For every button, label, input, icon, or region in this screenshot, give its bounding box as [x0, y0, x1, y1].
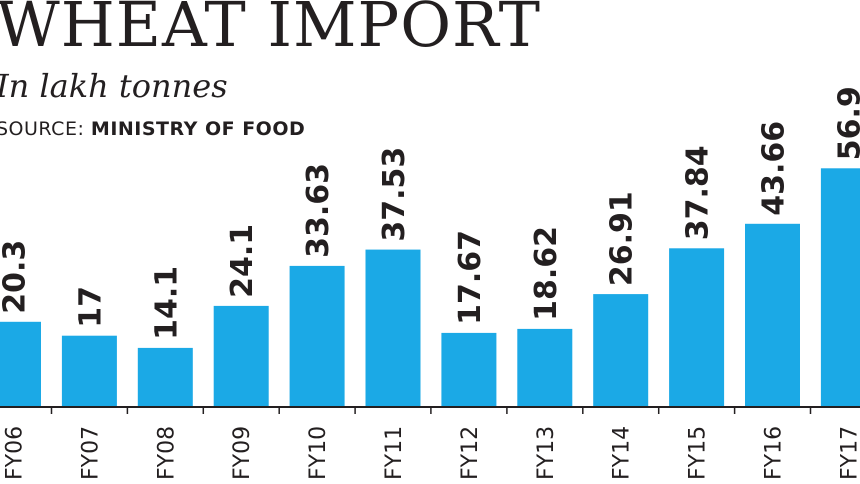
- category-label-fy11: FY11: [382, 426, 407, 480]
- source-label: SOURCE:: [0, 118, 85, 140]
- bar-fy07: [61, 335, 117, 407]
- bar-fy10: [289, 265, 345, 407]
- bar-fy09: [213, 305, 269, 407]
- value-label-fy17: 56.9: [832, 86, 860, 160]
- category-label-fy14: FY14: [610, 426, 635, 480]
- category-label-fy17: FY17: [837, 426, 860, 480]
- bar-fy11: [365, 249, 421, 407]
- category-label-fy13: FY13: [534, 426, 559, 480]
- source-value: MINISTRY OF FOOD: [90, 118, 306, 140]
- category-label-fy08: FY08: [154, 426, 179, 480]
- category-label-fy06: FY06: [3, 426, 28, 480]
- bar-fy15: [669, 248, 725, 407]
- bar-fy12: [441, 332, 497, 407]
- value-label-fy11: 37.53: [377, 147, 412, 242]
- source-note: SOURCE: MINISTRY OF FOOD: [0, 116, 305, 142]
- chart-title: WHEAT IMPORT: [0, 0, 541, 61]
- value-label-fy06: 20.3: [0, 240, 33, 314]
- category-label-fy12: FY12: [458, 426, 483, 480]
- chart-subtitle: In lakh tonnes: [0, 67, 228, 105]
- category-label-fy10: FY10: [306, 426, 331, 480]
- value-label-fy12: 17.67: [453, 230, 488, 325]
- category-label-fy07: FY07: [78, 426, 103, 480]
- category-label-fy09: FY09: [230, 426, 255, 480]
- value-label-fy07: 17: [73, 286, 108, 328]
- bar-fy13: [517, 328, 573, 407]
- bar-fy16: [745, 223, 800, 407]
- category-label-fy15: FY15: [686, 426, 711, 480]
- value-label-fy10: 33.63: [301, 163, 336, 258]
- bar-fy17: [820, 168, 860, 407]
- value-label-fy09: 24.1: [225, 224, 260, 298]
- value-label-fy08: 14.1: [149, 266, 184, 340]
- bar-fy14: [593, 294, 649, 407]
- value-label-fy13: 18.62: [529, 226, 564, 321]
- bar-fy08: [137, 347, 193, 407]
- value-label-fy15: 37.84: [681, 145, 716, 240]
- bar-fy06: [0, 321, 41, 407]
- value-label-fy14: 26.91: [605, 191, 640, 286]
- category-label-fy16: FY16: [762, 426, 787, 480]
- value-label-fy16: 43.66: [757, 121, 792, 216]
